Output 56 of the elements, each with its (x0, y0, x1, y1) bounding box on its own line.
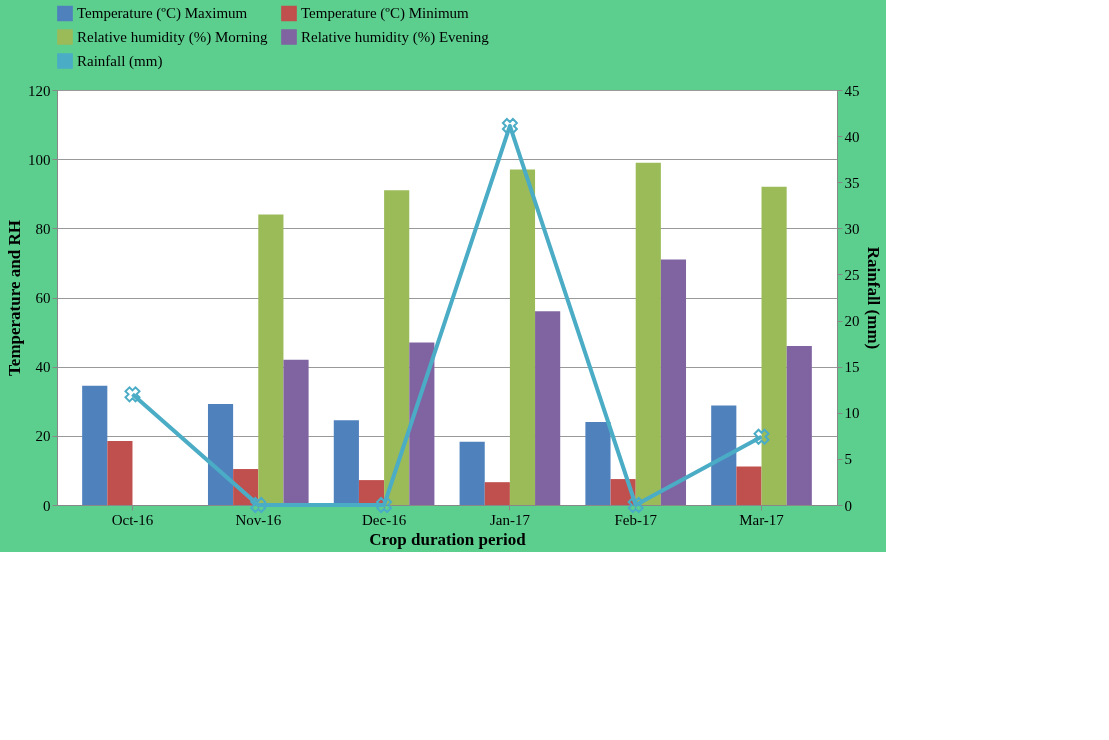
y2-tick-label: 45 (844, 82, 860, 99)
x-axis-title: Crop duration period (369, 529, 527, 549)
bar (107, 441, 133, 505)
bar (283, 359, 309, 505)
y2-tick-label: 5 (844, 451, 852, 468)
y-tick-label: 40 (35, 359, 51, 376)
legend-label: Rainfall (mm) (77, 53, 163, 70)
y2-tick-label: 15 (844, 359, 860, 376)
y-tick-label: 120 (28, 82, 51, 99)
bar (786, 345, 812, 505)
point (753, 428, 770, 445)
x-tick-label: Mar-17 (739, 511, 785, 528)
bar (409, 342, 435, 505)
bar (459, 441, 485, 505)
bar (384, 190, 410, 505)
x-tick-label: Nov-16 (235, 511, 282, 528)
y-tick-label: 100 (28, 151, 51, 168)
point (250, 497, 267, 513)
x-tick-label: Jan-17 (489, 511, 531, 528)
legend-label: Temperature (ºC) Minimum (301, 5, 470, 23)
bar (258, 214, 284, 505)
point (627, 497, 644, 513)
y2-tick-label: 35 (844, 174, 860, 191)
x-tick-label: Dec-16 (362, 511, 407, 528)
y-tick-label: 20 (35, 428, 51, 445)
y2-tick-label: 30 (844, 220, 860, 237)
y-tick-label: 80 (35, 220, 51, 237)
y-axis-title: Temperature and RH (5, 220, 24, 376)
y2-tick-label: 0 (844, 497, 852, 514)
bar (535, 311, 561, 505)
bar (82, 385, 108, 505)
bar (660, 259, 687, 505)
y2-tick-label: 40 (844, 128, 860, 145)
legend-label: Temperature (ºC) Maximum (77, 5, 248, 23)
x-tick-label: Oct-16 (111, 511, 154, 528)
point (124, 386, 141, 403)
y2-tick-label: 25 (844, 266, 860, 283)
y-tick-label: 60 (35, 290, 51, 306)
y2-tick-label: 10 (844, 405, 860, 422)
bar (711, 405, 737, 505)
y2-axis-title: Rainfall (mm) (863, 246, 883, 350)
bar (761, 186, 787, 505)
x-tick-label: Feb-17 (614, 511, 658, 528)
bar (509, 169, 536, 505)
bar (207, 404, 234, 505)
point (501, 117, 518, 134)
bar (736, 466, 762, 505)
bar (484, 482, 510, 505)
bar (635, 162, 661, 505)
legend-label: Relative humidity (%) Morning (77, 29, 268, 46)
bar (333, 420, 359, 505)
y-tick-label: 0 (43, 497, 51, 514)
y2-tick-label: 20 (844, 313, 860, 330)
bar (585, 422, 611, 505)
point (376, 497, 393, 513)
legend-label: Relative humidity (%) Evening (301, 29, 490, 46)
